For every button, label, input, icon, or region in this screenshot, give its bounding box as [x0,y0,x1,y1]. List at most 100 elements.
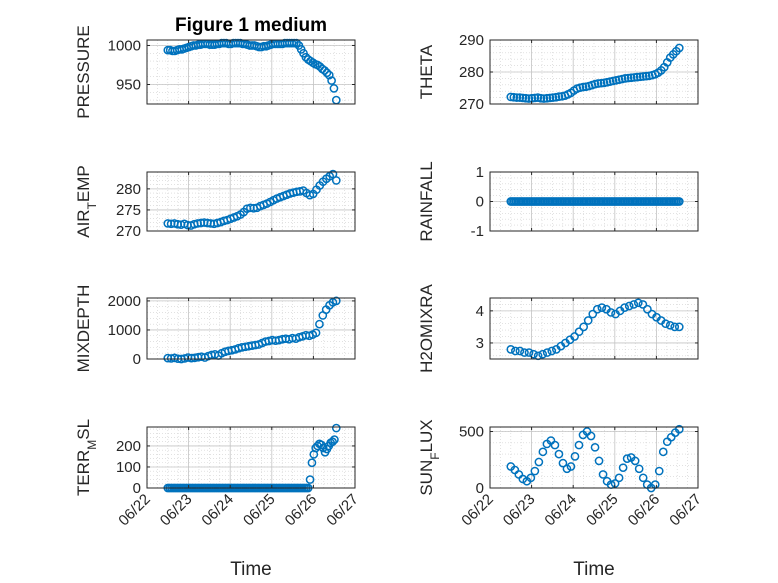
data-point [542,348,552,357]
panel-pressure: 950 1000 PRESSURE [74,25,356,119]
data-point [665,320,675,330]
data-point [590,442,600,452]
panel-theta: 270 280 290 THETA [417,32,699,113]
data-point [530,93,540,103]
data-point [548,93,558,102]
y-tick-label: 100 [116,459,141,476]
data-point [327,76,336,85]
y-tick-label: 275 [116,202,141,219]
x-tick-label: 06/24 [541,491,580,530]
y-axis-label: RAINFALL [417,161,436,241]
data-point [620,303,629,312]
panel-h2omixra: 3 4 H2OMIXRA [417,283,699,373]
data-point [524,348,534,357]
axes-box [489,426,699,489]
data-point [638,300,648,309]
y-axis-label: THETA [417,44,436,99]
data-point [643,304,652,314]
data-point [570,452,580,461]
data-point [579,322,589,332]
y-tick-label: 3 [476,335,484,352]
data-point [539,94,549,103]
data-point [329,84,339,93]
data-point [530,466,540,476]
data-point [512,93,522,102]
data-point [630,456,640,466]
data-point [594,456,604,466]
y-axis-label: H2OMIXRA [417,283,436,372]
data-point [515,346,525,356]
data-point [635,72,645,82]
data-point [313,441,322,451]
y-tick-label: 0 [133,351,141,368]
data-point [518,93,528,103]
y-tick-label: 1000 [108,322,141,339]
data-point [506,92,516,102]
x-tick-label: 06/25 [240,491,279,530]
panel-rainfall: -1 0 1 RAINFALL [417,161,699,242]
y-tick-label: 4 [476,303,484,320]
data-point [574,327,584,337]
data-point [674,43,684,53]
panel-mixdepth: 0 1000 2000 MIXDEPTH [74,285,356,373]
data-point [554,449,564,459]
data-point [632,72,642,82]
y-tick-label: 950 [116,76,141,93]
data-point [511,346,520,356]
y-tick-label: 2000 [108,293,141,310]
data-point [588,309,598,319]
data-point [658,447,668,457]
y-axis-label: MIXDEPTH [74,285,93,373]
data-point [545,93,555,103]
axes-box [146,426,356,489]
data-point [521,93,531,103]
data-point [558,458,568,468]
x-axis-title-left: Time [230,559,272,580]
data-point [629,300,639,309]
data-point [593,79,603,88]
data-point [542,93,552,103]
data-point [331,296,341,306]
data-point [566,462,576,471]
y-tick-label: 290 [459,32,484,49]
y-axis-label: SUNFLUX [417,419,442,495]
y-axis-label: AIRTEMP [74,165,99,238]
data-point [520,348,529,357]
data-point [331,423,341,433]
data-point [318,443,328,453]
data-point [305,475,315,484]
data-point [633,298,643,308]
data-point [606,308,616,317]
y-tick-label: 0 [476,194,484,211]
data-point [629,73,639,82]
data-point [328,437,337,447]
y-tick-label: 0 [476,480,484,497]
axes-box [489,297,699,360]
data-point [624,301,634,311]
y-tick-label: 1000 [108,37,141,54]
data-point [674,424,684,434]
y-tick-label: 0 [133,480,141,497]
data-point [524,94,534,103]
data-point [641,71,651,81]
data-point [597,303,607,312]
data-point [506,345,516,354]
data-point [583,316,593,325]
x-axis-title-right: Time [573,559,615,580]
data-point [623,73,633,83]
data-point [515,93,525,102]
data-point [331,176,341,185]
x-tick-label: 06/23 [500,491,539,530]
x-tick-label: 06/27 [666,491,705,530]
data-point [330,435,339,444]
data-point [654,466,664,476]
y-tick-label: 200 [116,438,141,455]
data-point [614,473,624,483]
data-point [586,431,596,441]
y-tick-label: 1 [476,164,484,181]
data-point [547,346,557,356]
y-axis-label: PRESSURE [74,25,93,119]
